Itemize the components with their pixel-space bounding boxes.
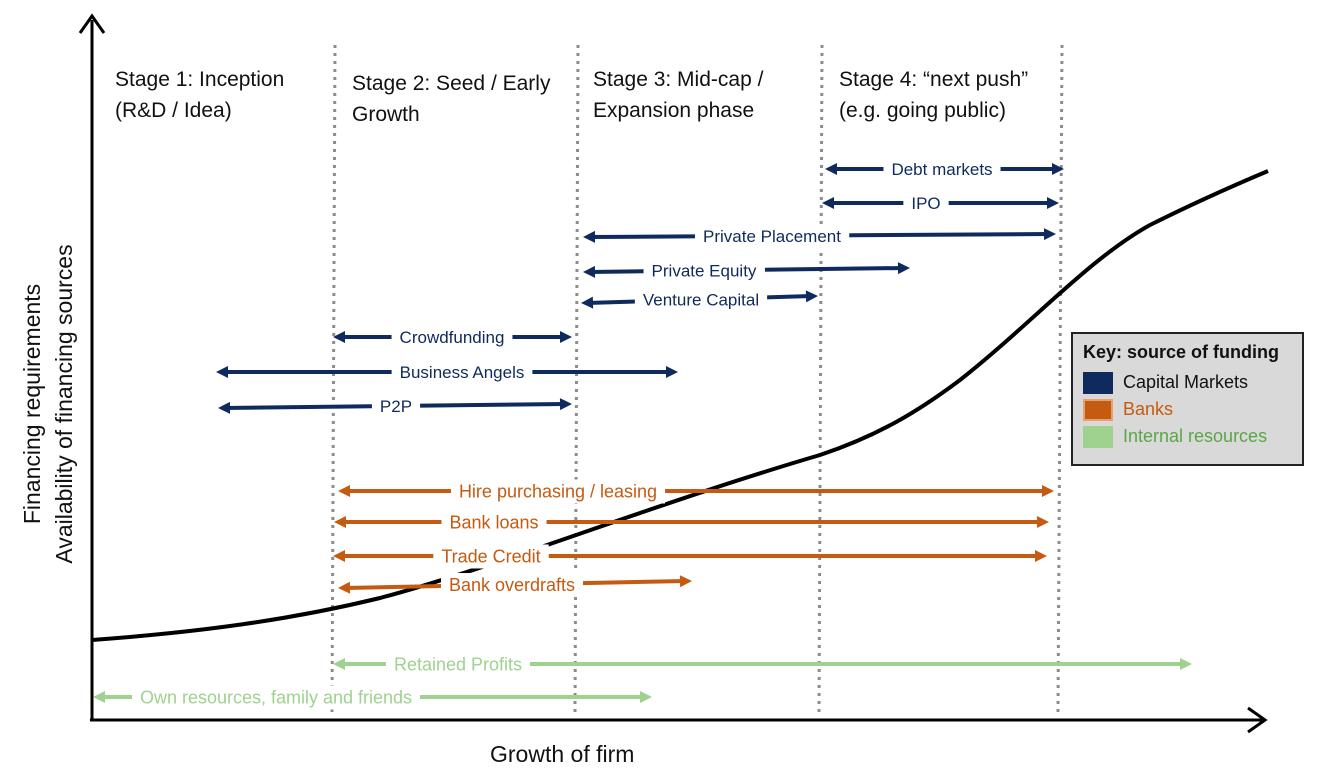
arrowhead-right (805, 290, 818, 303)
stage-divider-1 (330, 44, 337, 713)
financing-source-label: Venture Capital (643, 291, 759, 310)
arrowhead-left (333, 550, 345, 562)
arrowhead-left (825, 163, 837, 175)
financing-arrow-debt-markets: Debt markets (825, 158, 1064, 182)
financing-source-label: Bank overdrafts (449, 575, 575, 595)
label-background (391, 361, 533, 385)
stage-3-title: Stage 3: Mid-cap / Expansion phase (593, 68, 764, 122)
legend: Key: source of funding Capital Markets B… (1071, 332, 1304, 466)
label-background (440, 573, 584, 598)
arrowhead-left (334, 516, 346, 528)
arrowhead-left (93, 691, 105, 703)
financing-source-label: Debt markets (891, 160, 992, 179)
legend-item-capital-markets: Capital Markets (1083, 369, 1302, 396)
label-background (634, 288, 768, 312)
financing-source-label: IPO (911, 194, 940, 213)
legend-label: Capital Markets (1123, 372, 1249, 392)
label-background (695, 224, 850, 248)
arrowhead-left (338, 485, 350, 497)
label-background (441, 510, 547, 535)
arrowhead-left (216, 366, 228, 378)
arrowhead-right (666, 366, 678, 378)
financing-arrows: Debt markets IPO Private Placement Private … (93, 158, 1192, 710)
stage-divider-4 (1056, 44, 1064, 713)
legend-swatch-capital-markets (1083, 371, 1113, 394)
label-background (643, 259, 765, 283)
legend-label: Internal resources (1123, 426, 1268, 446)
financing-arrow-private-placement: Private Placement (583, 224, 1056, 248)
arrowhead-right (1037, 516, 1049, 528)
arrowhead-right (1042, 485, 1054, 497)
financing-source-label: Bank loans (449, 512, 538, 532)
financing-arrow-retained-profits: Retained Profits (333, 652, 1192, 677)
financing-arrow-bank-overdrafts: Bank overdrafts (338, 573, 692, 598)
financing-source-label: P2P (380, 397, 412, 416)
legend-title: Key: source of funding (1083, 342, 1280, 362)
financing-source-label: Trade Credit (441, 546, 540, 566)
financing-source-label: Hire purchasing / leasing (459, 481, 657, 501)
financing-source-label: Crowdfunding (400, 328, 505, 347)
stage-divider-2 (573, 44, 580, 713)
label-background (903, 192, 949, 216)
label-background (385, 652, 531, 677)
financing-source-label: Retained Profits (394, 654, 522, 674)
arrowhead-left (583, 265, 596, 278)
financing-source-label: Business Angels (400, 363, 525, 382)
x-axis-arrowhead (1247, 706, 1268, 734)
label-background (391, 326, 513, 350)
financing-arrow-hire-purchasing-leasing: Hire purchasing / leasing (338, 479, 1054, 504)
financing-source-label: Private Equity (652, 262, 757, 281)
financing-arrow-business-angels: Business Angels (216, 361, 678, 385)
stage-2-title: Stage 2: Seed / Early Growth (352, 72, 551, 126)
stage-divider-3 (817, 44, 824, 713)
label-background (450, 479, 666, 504)
arrowhead-left (218, 401, 231, 414)
arrowhead-right (897, 262, 910, 275)
label-background (433, 544, 549, 569)
arrowhead-right (1047, 197, 1059, 209)
x-axis-label: Growth of firm (490, 741, 635, 767)
label-background (371, 395, 421, 419)
financing-arrow-bank-loans: Bank loans (334, 510, 1049, 535)
financing-source-label: Private Placement (703, 227, 841, 246)
arrowhead-right (1035, 550, 1047, 562)
arrowhead-left (333, 331, 345, 343)
legend-label: Banks (1123, 399, 1174, 419)
arrowhead-right (560, 331, 572, 343)
arrowhead-right (1052, 163, 1064, 175)
arrowhead-right (1180, 658, 1192, 670)
arrowhead-left (581, 296, 594, 309)
y-axis-arrowhead (78, 13, 106, 34)
arrowhead-right (679, 575, 692, 588)
arrowhead-left (822, 197, 834, 209)
financing-arrow-trade-credit: Trade Credit (333, 544, 1047, 569)
financing-arrow-crowdfunding: Crowdfunding (333, 326, 572, 350)
stage-4-title: Stage 4: “next push” (e.g. going public) (839, 68, 1029, 122)
legend-item-internal: Internal resources (1083, 423, 1302, 450)
arrowhead-left (333, 658, 345, 670)
financing-arrow-own-resources-family-and-friends: Own resources, family and friends (93, 685, 652, 710)
arrowhead-right (1043, 228, 1056, 241)
stage-1-title: Stage 1: Inception (R&D / Idea) (115, 68, 285, 122)
arrowhead-right (640, 691, 652, 703)
growth-curve (91, 169, 1269, 642)
financing-arrow-venture-capital: Venture Capital (581, 288, 818, 312)
legend-swatch-banks (1083, 398, 1113, 421)
financing-arrow-private-equity: Private Equity (583, 259, 910, 283)
label-background (883, 158, 1001, 182)
arrowhead-left (338, 581, 351, 594)
arrowhead-right (559, 398, 572, 411)
legend-item-banks: Banks (1083, 396, 1302, 423)
legend-swatch-internal (1083, 425, 1113, 448)
financing-arrow-ipo: IPO (822, 192, 1059, 216)
financing-source-label: Own resources, family and friends (140, 687, 412, 707)
financing-arrow-p2p: P2P (218, 395, 572, 419)
arrowhead-left (583, 230, 596, 243)
label-background (131, 685, 421, 710)
y-axis-label: Financing requirements Availability of f… (19, 244, 77, 564)
